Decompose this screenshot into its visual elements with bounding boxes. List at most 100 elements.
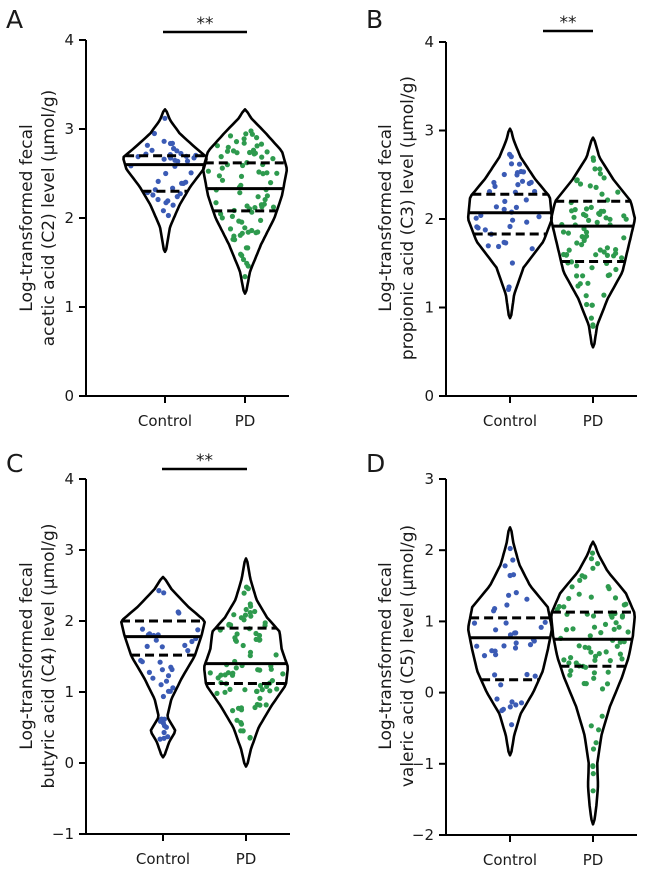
data-point xyxy=(170,202,176,208)
data-point xyxy=(491,179,497,186)
data-point xyxy=(604,252,611,258)
data-point xyxy=(603,649,609,655)
y-tick-label: −1 xyxy=(52,825,74,843)
data-point xyxy=(524,596,530,602)
data-point xyxy=(257,637,263,643)
data-point xyxy=(556,603,562,610)
data-point xyxy=(159,667,165,673)
data-point xyxy=(613,247,619,253)
data-point xyxy=(163,170,169,177)
data-point xyxy=(513,590,519,596)
data-point xyxy=(238,720,244,726)
violin-pd xyxy=(203,557,289,768)
panel-D: D Log-transformed fecal valeric acid (C5) … xyxy=(366,449,637,869)
data-point xyxy=(590,613,597,619)
data-point xyxy=(597,247,603,253)
data-point xyxy=(501,171,507,178)
data-point xyxy=(590,322,596,328)
panel-letter: A xyxy=(6,5,23,34)
data-point xyxy=(569,584,575,590)
data-point xyxy=(228,622,234,628)
data-point xyxy=(159,644,165,650)
panel-letter: D xyxy=(366,449,385,478)
data-points xyxy=(559,155,629,329)
data-point xyxy=(157,718,163,724)
data-point xyxy=(155,178,161,184)
data-point xyxy=(592,657,598,663)
data-point xyxy=(474,643,480,649)
data-point xyxy=(229,213,235,219)
data-point xyxy=(615,189,621,195)
data-point xyxy=(256,632,263,639)
data-point xyxy=(599,191,605,197)
data-point xyxy=(482,227,488,233)
data-point xyxy=(174,194,180,200)
data-point xyxy=(254,135,260,141)
data-point xyxy=(492,183,498,189)
data-point xyxy=(516,161,523,167)
data-point xyxy=(590,565,596,571)
data-point xyxy=(493,204,499,210)
data-point xyxy=(603,215,609,221)
y-tick-label: 1 xyxy=(424,299,434,317)
data-point xyxy=(274,686,280,692)
data-point xyxy=(593,184,599,190)
violin-outline xyxy=(202,108,288,295)
data-point xyxy=(594,219,600,225)
data-point xyxy=(175,158,181,164)
data-point xyxy=(599,713,605,719)
data-point xyxy=(268,180,274,186)
x-tick-label: Control xyxy=(483,851,537,869)
data-point xyxy=(259,154,265,160)
y-tick-label: 2 xyxy=(424,210,434,228)
data-point xyxy=(492,672,498,678)
y-tick-label: 4 xyxy=(64,470,74,488)
data-point xyxy=(184,158,191,164)
data-point xyxy=(162,115,168,121)
data-point xyxy=(614,643,620,649)
data-point xyxy=(238,615,244,621)
panel-A: A Log-transformed fecal acetic acid (C2) l… xyxy=(6,5,289,430)
data-point xyxy=(257,702,263,708)
data-points xyxy=(138,588,201,742)
y-tick-label: 1 xyxy=(64,683,74,701)
data-point xyxy=(574,263,580,269)
data-point xyxy=(498,682,504,688)
panel-letter: B xyxy=(366,5,383,34)
data-point xyxy=(591,670,598,676)
data-point xyxy=(252,205,258,211)
data-point xyxy=(241,136,247,142)
data-point xyxy=(604,681,611,687)
data-point xyxy=(574,178,580,184)
data-point xyxy=(233,638,239,644)
data-point xyxy=(264,683,270,690)
data-point xyxy=(156,588,162,594)
data-point xyxy=(167,140,174,147)
data-point xyxy=(496,243,502,250)
data-point xyxy=(240,642,246,649)
data-point xyxy=(589,550,596,556)
data-point xyxy=(612,595,619,601)
y-tick-label: 4 xyxy=(424,33,434,51)
data-point xyxy=(583,681,589,687)
y-tick-label: 0 xyxy=(424,387,434,405)
data-point xyxy=(222,689,228,695)
data-point xyxy=(609,614,615,620)
data-point xyxy=(514,172,520,178)
data-point xyxy=(213,200,219,206)
violin-outline xyxy=(203,557,289,768)
y-axis-label: Log-transformed fecal propionic acid (C3)… xyxy=(376,76,418,360)
data-point xyxy=(238,173,245,179)
data-point xyxy=(218,211,224,217)
violin-outline xyxy=(549,136,637,349)
data-points xyxy=(207,584,286,741)
data-point xyxy=(139,659,145,665)
data-point xyxy=(518,700,525,706)
data-point xyxy=(218,154,224,160)
data-point xyxy=(566,247,572,253)
data-point xyxy=(588,649,594,655)
data-point xyxy=(579,242,585,248)
data-point xyxy=(170,185,176,191)
data-point xyxy=(182,642,188,649)
data-point xyxy=(619,255,625,261)
